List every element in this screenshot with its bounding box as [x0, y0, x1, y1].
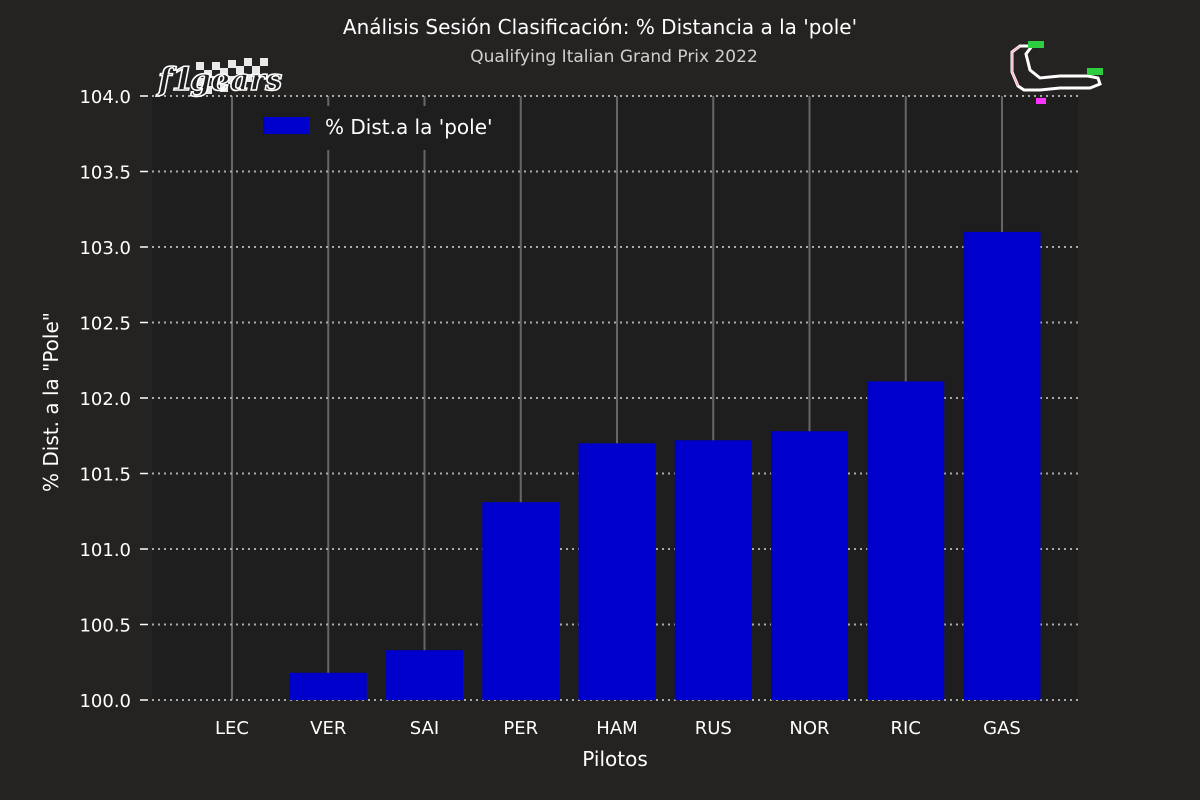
bar-ric	[867, 381, 945, 700]
x-tick-label: HAM	[596, 718, 637, 739]
chart-title: Análisis Sesión Clasificación: % Distanc…	[343, 15, 857, 39]
f1gears-logo-icon: f1 gears	[155, 58, 283, 99]
bar-sai	[386, 650, 463, 700]
y-tick-label: 102.0	[79, 389, 131, 410]
x-tick-label: RUS	[695, 718, 732, 739]
x-tick-label: GAS	[983, 718, 1021, 739]
legend: % Dist.a la 'pole'	[250, 106, 518, 150]
y-tick-label: 102.5	[79, 314, 131, 335]
x-tick-label: RIC	[891, 718, 921, 739]
x-tick-label: VER	[310, 718, 346, 739]
legend-label: % Dist.a la 'pole'	[325, 115, 493, 139]
y-tick-label: 100.0	[79, 691, 131, 712]
bar-per	[482, 502, 560, 700]
bar-ham	[578, 443, 656, 700]
x-axis-ticks: LEC VER SAI PER HAM RUS NOR RIC GAS	[215, 718, 1021, 739]
y-axis-ticks: 100.0 100.5 101.0 101.5 102.0 102.5 103.0 103.5…	[79, 87, 148, 712]
monza-track-map-icon	[1010, 41, 1103, 104]
chart-subtitle: Qualifying Italian Grand Prix 2022	[470, 47, 758, 67]
x-axis-label: Pilotos	[582, 747, 647, 771]
bar-rus	[674, 440, 752, 700]
bar-ver	[289, 672, 367, 700]
y-tick-label: 101.5	[79, 465, 131, 486]
x-tick-label: LEC	[215, 718, 249, 739]
bar-gas	[963, 231, 1041, 700]
x-tick-label: NOR	[789, 718, 829, 739]
svg-text:gears: gears	[190, 63, 282, 98]
bar-nor	[771, 431, 848, 700]
y-tick-label: 103.5	[79, 163, 131, 184]
y-tick-label: 100.5	[79, 616, 131, 637]
y-tick-label: 103.0	[79, 238, 131, 259]
legend-swatch	[263, 117, 309, 134]
x-tick-label: PER	[503, 718, 538, 739]
bars	[289, 231, 1041, 700]
y-axis-label: % Dist. a la "Pole"	[39, 312, 63, 492]
y-tick-label: 101.0	[79, 540, 131, 561]
y-tick-label: 104.0	[79, 87, 131, 108]
svg-text:f1: f1	[156, 60, 194, 98]
x-tick-label: SAI	[410, 718, 439, 739]
